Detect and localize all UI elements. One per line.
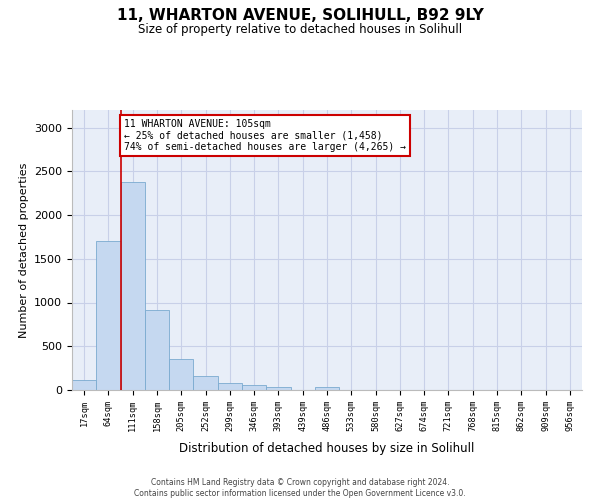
Bar [121, 182, 145, 390]
Text: 11 WHARTON AVENUE: 105sqm
← 25% of detached houses are smaller (1,458)
74% of se: 11 WHARTON AVENUE: 105sqm ← 25% of detac… [124, 118, 406, 152]
Bar [169, 360, 193, 390]
Text: 11, WHARTON AVENUE, SOLIHULL, B92 9LY: 11, WHARTON AVENUE, SOLIHULL, B92 9LY [116, 8, 484, 22]
Y-axis label: Number of detached properties: Number of detached properties [19, 162, 29, 338]
X-axis label: Distribution of detached houses by size in Solihull: Distribution of detached houses by size … [179, 442, 475, 456]
Bar [266, 387, 290, 390]
Bar [315, 387, 339, 390]
Bar [96, 242, 121, 390]
Bar [145, 310, 169, 390]
Text: Size of property relative to detached houses in Solihull: Size of property relative to detached ho… [138, 22, 462, 36]
Bar [242, 385, 266, 390]
Bar [72, 380, 96, 390]
Text: Contains HM Land Registry data © Crown copyright and database right 2024.
Contai: Contains HM Land Registry data © Crown c… [134, 478, 466, 498]
Bar [193, 376, 218, 390]
Bar [218, 383, 242, 390]
